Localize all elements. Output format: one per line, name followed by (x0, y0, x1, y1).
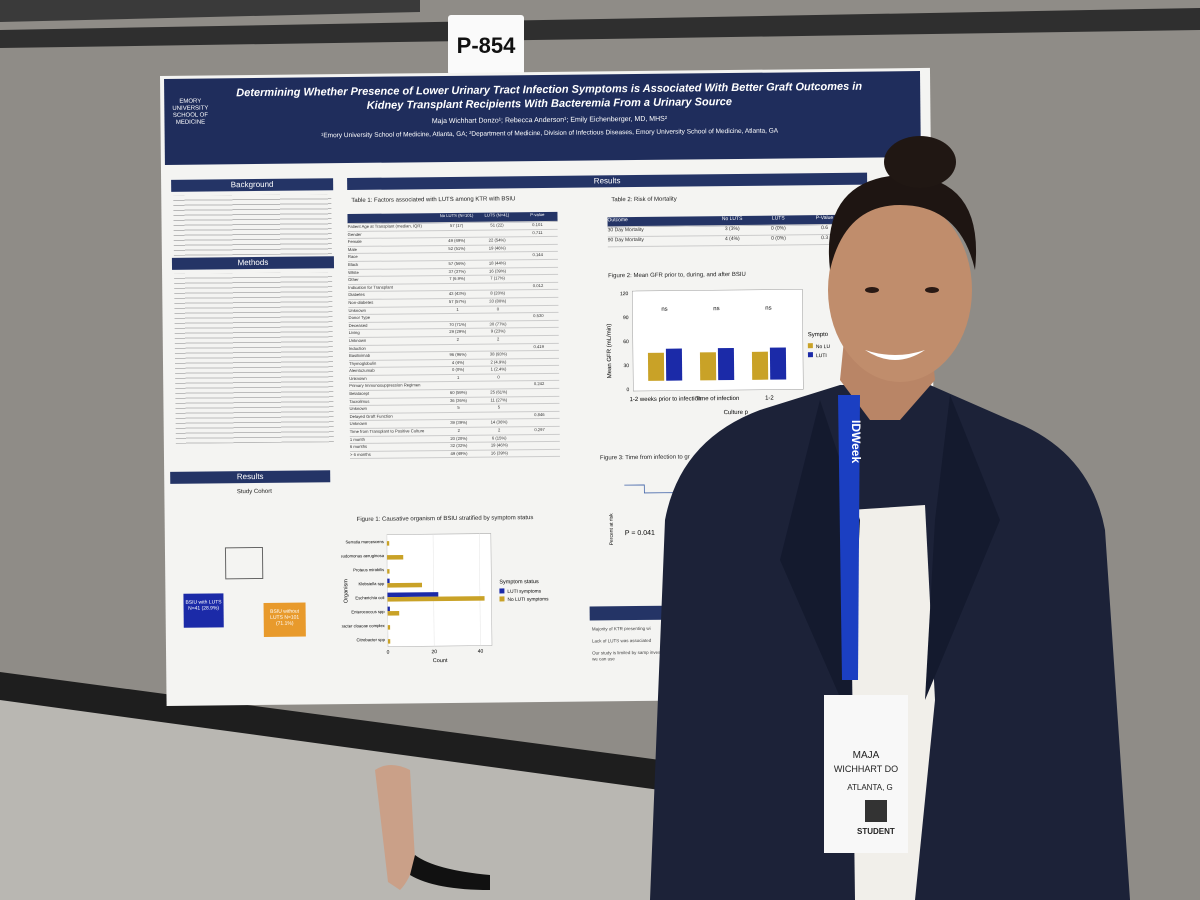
badge-first: MAJA (853, 750, 880, 761)
bar (387, 582, 423, 588)
category-label: Klebsiella spp (358, 581, 385, 586)
badge-last: WICHHART DO (834, 764, 898, 774)
legend-swatch (499, 596, 505, 602)
tick-label: 60 (623, 339, 629, 345)
axis-title: Count (433, 658, 448, 664)
axis-title: Percent at risk (609, 513, 615, 546)
legend-label: LUTI (816, 353, 827, 359)
eye (925, 287, 939, 293)
tick-label: 0 (627, 387, 630, 393)
p-value: P = 0.041 (625, 530, 655, 537)
legend-title: Symptom status (499, 579, 539, 585)
bar (387, 592, 439, 598)
sign-card (448, 15, 524, 75)
significance: ns (661, 307, 667, 313)
legend-title: Sympto (808, 332, 829, 338)
board-bottom-rail (0, 672, 660, 790)
hair (828, 175, 977, 270)
face (828, 198, 972, 382)
axis-title: Culture p (724, 410, 749, 416)
tick-label: 40 (478, 649, 484, 655)
figure: 0 20 40 Serratia marcescens Pseudomonas aeru… (341, 533, 549, 664)
poster: EMORY UNIVERSITY SCHOOL OF MEDICINE Dete… (160, 67, 937, 706)
hair-bun (884, 136, 956, 188)
significance: ns (713, 306, 719, 312)
bar (387, 639, 391, 644)
lapel (925, 395, 1000, 700)
box (717, 348, 735, 381)
category-label: Enterococcus spp (351, 609, 385, 614)
lanyard-text: IDWeek (849, 420, 863, 463)
tick-label: 0 (387, 650, 390, 656)
grid-line (432, 534, 435, 647)
badge-city: ATLANTA, G (847, 783, 893, 792)
legend-label: No LU (816, 344, 831, 350)
x-label: Time of infection (695, 396, 739, 402)
top-shadow (0, 0, 420, 22)
x-label: 1-2 weeks prior to infection (630, 396, 702, 403)
category-label: Proteus mirabilis (353, 567, 384, 572)
bar (387, 611, 400, 616)
legend-label: LUTI symptoms (507, 589, 541, 595)
bar (386, 541, 390, 546)
bar (387, 625, 391, 630)
legend-label: No LUTI symptoms (507, 596, 549, 602)
smile (865, 350, 925, 360)
x-label: 1-2 (765, 396, 774, 402)
legend-swatch (499, 588, 505, 594)
legend-swatch (807, 343, 813, 349)
tick-label: 90 (623, 315, 629, 321)
qr-code (865, 800, 887, 822)
board-rail (0, 8, 1200, 48)
passerby-shoe (410, 855, 490, 890)
sign-label: P-854 (457, 33, 516, 58)
tick-label: 30 (623, 363, 629, 369)
tick-label: 20 (431, 649, 437, 655)
box (665, 348, 683, 381)
bar (387, 569, 390, 574)
bar (387, 596, 485, 602)
bar (387, 606, 390, 612)
axis-title: Organism (343, 579, 349, 603)
figure: Mean GFR (mL/min) 120 90 60 30 0 ns 1-2 weeks p… (607, 289, 831, 416)
badge-role: STUDENT (857, 827, 895, 836)
eye (865, 287, 879, 293)
bar (387, 578, 390, 584)
box (699, 352, 717, 381)
category-label: Pseudomonas aeruginosa (341, 553, 385, 559)
tick-label: 120 (620, 291, 629, 297)
axis-title: Mean GFR (mL/min) (607, 324, 614, 379)
legend-swatch (807, 352, 813, 358)
category-label: Escherichia coli (355, 595, 384, 600)
category-label: Serratia marcescens (345, 539, 383, 544)
bar (387, 554, 404, 560)
floor (0, 690, 660, 900)
significance: ns (765, 306, 771, 312)
box (647, 352, 665, 381)
box (751, 351, 769, 380)
box (769, 347, 787, 380)
passerby-leg (375, 765, 415, 890)
grid-line (479, 533, 481, 646)
category-label: Citrobacter spp (356, 637, 385, 642)
badge (824, 695, 908, 853)
category-label: Enterobacter cloacae complex (341, 623, 386, 629)
lanyard (838, 395, 860, 680)
